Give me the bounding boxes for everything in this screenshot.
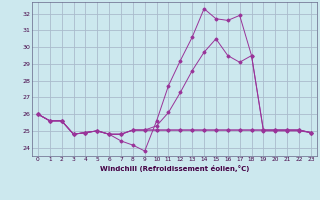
X-axis label: Windchill (Refroidissement éolien,°C): Windchill (Refroidissement éolien,°C) [100, 165, 249, 172]
